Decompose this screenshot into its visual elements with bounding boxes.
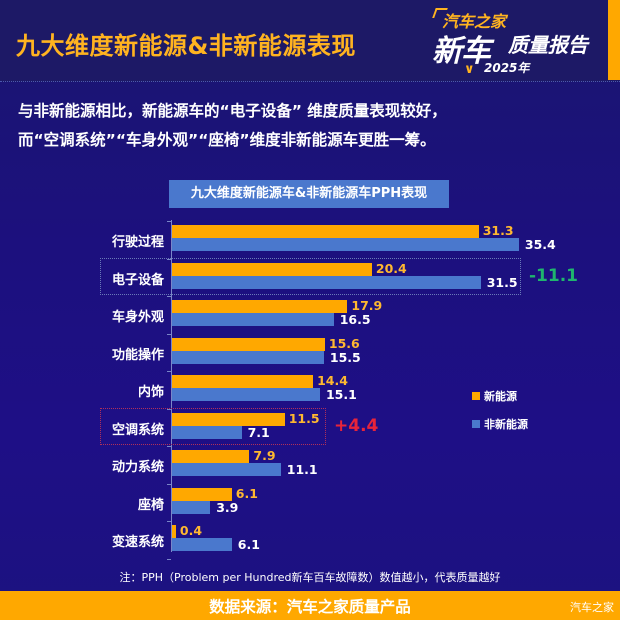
category-label: 车身外观: [111, 310, 164, 325]
bar-ice: [172, 313, 334, 326]
value-label-ice: 6.1: [237, 537, 260, 552]
axis-tick: [167, 371, 171, 372]
axis-tick: [167, 483, 171, 485]
value-label-nev: 0.4: [179, 523, 203, 538]
bar-ice: [172, 500, 211, 514]
bar-ice: [172, 275, 481, 289]
logo-brand: 汽车之家: [442, 12, 507, 31]
value-label-nev: 6.1: [235, 485, 258, 501]
value-label-ice: 35.4: [524, 237, 556, 252]
value-label-nev: 17.9: [351, 298, 383, 313]
axis-tick: [167, 521, 171, 522]
footnote: 注：PPH（Problem per Hundred新车百车故障数）数值越小，代表…: [119, 571, 501, 584]
report-logo: 汽车之家 新车 质量报告 ∨ 2025年: [428, 6, 608, 80]
axis-tick: [167, 258, 171, 260]
summary-line-2: 而“空调系统”“车身外观”“座椅”维度非新能源车更胜一筹。: [18, 131, 436, 149]
bar-nev: [172, 375, 314, 388]
bar-ice: [172, 538, 232, 551]
bar-nev: [172, 225, 479, 238]
logo-year: 2025年: [484, 61, 530, 75]
difference-annotation: -11.1: [529, 265, 578, 286]
data-source: 数据来源：汽车之家质量产品: [209, 598, 411, 616]
axis-tick: [167, 408, 171, 410]
difference-annotation: +4.4: [334, 415, 379, 436]
bar-nev: [172, 487, 232, 501]
legend-item-nev: 新能源: [472, 388, 517, 404]
bar-nev: [172, 300, 348, 313]
bar-ice: [172, 388, 320, 401]
axis-tick: [167, 296, 171, 297]
axis-tick: [167, 446, 171, 447]
y-axis: [171, 220, 172, 552]
category-label: 变速系统: [111, 535, 164, 550]
bar-nev: [172, 450, 250, 463]
legend-label-nev: 新能源: [484, 390, 517, 403]
bar-nev: [172, 412, 285, 426]
axis-tick: [167, 333, 171, 335]
value-label-nev: 7.9: [253, 448, 276, 463]
accent-edge: [608, 0, 620, 80]
watermark: 汽车之家: [570, 601, 614, 614]
header: 九大维度新能源&非新能源表现 汽车之家 新车 质量报告 ∨ 2025年: [0, 0, 620, 82]
page-title: 九大维度新能源&非新能源表现: [16, 32, 356, 60]
bar-nev: [172, 337, 325, 351]
category-label: 动力系统: [111, 460, 164, 475]
chart-title: 九大维度新能源车&非新能源车PPH表现: [169, 180, 449, 208]
summary-line-1: 与非新能源相比，新能源车的“电子设备” 维度质量表现较好，: [18, 102, 447, 120]
category-label: 行驶过程: [111, 235, 164, 250]
bar-nev: [172, 525, 176, 538]
logo-sub: 质量报告: [508, 33, 588, 57]
value-label-ice: 3.9: [216, 499, 239, 515]
category-label: 座椅: [137, 497, 164, 513]
category-label: 内饰: [137, 385, 164, 400]
legend-swatch-nev: [472, 392, 480, 400]
axis-tick: [167, 221, 171, 222]
axis-tick: [167, 558, 171, 560]
value-label-nev: 15.6: [328, 335, 360, 351]
bar-nev: [172, 262, 372, 276]
bar-ice: [172, 463, 281, 476]
value-label-nev: 31.3: [482, 223, 514, 238]
value-label-nev: 14.4: [317, 373, 348, 388]
value-label-nev: 11.5: [288, 410, 320, 426]
category-label: 电子设备: [111, 272, 164, 288]
header-divider: [0, 81, 620, 82]
value-label-ice: 16.5: [339, 312, 371, 327]
bar-ice: [172, 350, 324, 364]
legend-label-ice: 非新能源: [484, 418, 528, 431]
footer-bar: 数据来源：汽车之家质量产品 汽车之家: [0, 591, 620, 620]
value-label-ice: 11.1: [286, 462, 318, 477]
category-label: 空调系统: [111, 422, 164, 438]
summary-text: 与非新能源相比，新能源车的“电子设备” 维度质量表现较好， 而“空调系统”“车身…: [18, 97, 447, 155]
value-label-ice: 15.1: [325, 387, 357, 402]
highlight-box: [100, 257, 521, 295]
value-label-ice: 31.5: [486, 274, 518, 290]
bar-ice: [172, 425, 242, 439]
value-label-ice: 7.1: [247, 424, 270, 440]
highlight-box: [100, 407, 326, 445]
legend-item-ice: 非新能源: [472, 416, 528, 432]
value-label-nev: 20.4: [375, 260, 407, 276]
logo-check-icon: ∨: [464, 62, 475, 77]
category-label: 功能操作: [111, 347, 164, 363]
logo-main: 新车: [432, 34, 491, 69]
legend-swatch-ice: [472, 420, 480, 428]
value-label-ice: 15.5: [329, 349, 361, 365]
bar-ice: [172, 238, 519, 251]
